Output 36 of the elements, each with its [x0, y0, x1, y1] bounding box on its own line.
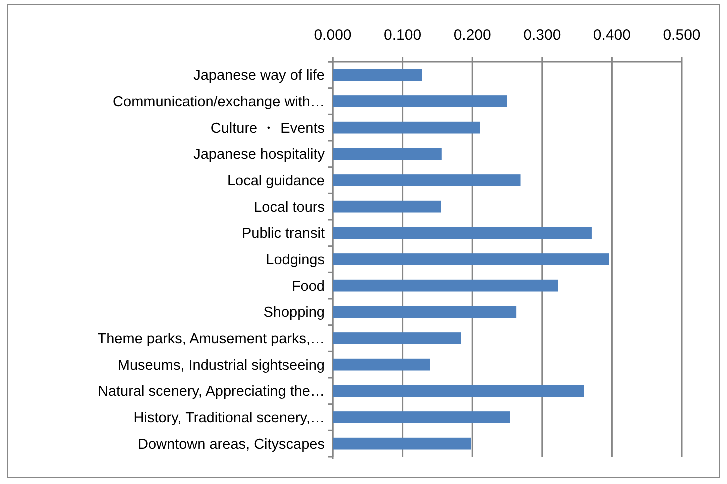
bar: [333, 358, 430, 371]
bar: [333, 69, 422, 82]
y-tick-label: Downtown areas, Cityscapes: [138, 436, 325, 453]
y-tick-label: Communication/exchange with…: [113, 94, 325, 110]
bar: [333, 438, 472, 450]
bar: [333, 148, 442, 160]
y-tick-label: Japanese hospitality: [194, 147, 326, 164]
bar: [333, 412, 510, 424]
y-tick-label: Local guidance: [227, 174, 325, 190]
x-tick-label: 0.500: [663, 27, 701, 44]
y-tick-label: Culture ・ Events: [210, 120, 325, 137]
x-tick-label: 0.400: [593, 27, 631, 44]
y-tick-label: Japanese way of life: [194, 68, 325, 84]
bar: [333, 332, 462, 344]
bar: [333, 254, 610, 266]
bar: [333, 122, 480, 134]
bar: [333, 96, 508, 108]
y-tick-label: Lodgings: [266, 252, 325, 268]
y-tick-label: Local tours: [254, 200, 325, 216]
x-tick-label: 0.200: [454, 27, 492, 44]
bar: [333, 306, 517, 318]
y-tick-label: Shopping: [264, 305, 325, 322]
y-tick-label: History, Traditional scenery,…: [134, 410, 325, 426]
y-tick-label: Theme parks, Amusement parks,…: [98, 332, 325, 348]
bar: [333, 174, 521, 186]
bar: [333, 227, 592, 240]
bar: [333, 280, 558, 292]
bar: [333, 200, 442, 213]
y-tick-label: Museums, Industrial sightseeing: [118, 358, 325, 374]
x-tick-label: 0.300: [524, 27, 562, 44]
bar: [333, 385, 584, 398]
y-tick-label: Food: [292, 278, 325, 295]
y-tick-label: Public transit: [242, 226, 325, 242]
x-tick-label: 0.100: [384, 27, 422, 44]
x-tick-label: 0.000: [314, 27, 352, 44]
y-tick-label: Natural scenery, Appreciating the…: [98, 384, 325, 400]
